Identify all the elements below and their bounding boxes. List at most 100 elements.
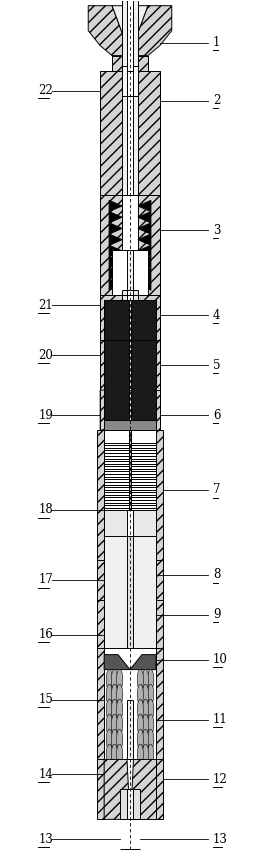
Text: 20: 20 xyxy=(38,349,53,362)
Circle shape xyxy=(106,684,112,705)
Polygon shape xyxy=(109,245,122,256)
Bar xyxy=(131,547,156,550)
Bar xyxy=(127,536,133,647)
Text: 16: 16 xyxy=(38,628,53,641)
Text: 1: 1 xyxy=(213,36,220,49)
Bar xyxy=(120,790,140,819)
Bar xyxy=(131,474,156,476)
Circle shape xyxy=(111,744,118,765)
Circle shape xyxy=(116,670,123,690)
Text: 14: 14 xyxy=(38,768,53,781)
Circle shape xyxy=(116,744,123,765)
Text: 17: 17 xyxy=(38,573,53,586)
Bar xyxy=(127,700,133,759)
Polygon shape xyxy=(156,647,163,759)
Polygon shape xyxy=(100,340,122,390)
Bar xyxy=(104,453,129,456)
Polygon shape xyxy=(109,223,122,234)
Bar xyxy=(104,495,129,497)
Polygon shape xyxy=(133,80,138,191)
Bar xyxy=(104,443,129,445)
Text: 9: 9 xyxy=(213,608,220,621)
Bar xyxy=(104,521,129,524)
Circle shape xyxy=(111,715,118,735)
Bar xyxy=(131,463,156,466)
Circle shape xyxy=(137,670,144,690)
Polygon shape xyxy=(130,759,156,819)
Text: 22: 22 xyxy=(38,84,53,97)
Bar xyxy=(131,448,156,450)
Polygon shape xyxy=(130,655,156,670)
Text: 13: 13 xyxy=(213,833,228,846)
Polygon shape xyxy=(100,390,129,430)
Bar xyxy=(131,516,156,519)
Text: 19: 19 xyxy=(38,408,53,421)
Bar xyxy=(112,250,148,295)
Bar xyxy=(131,537,156,539)
Polygon shape xyxy=(138,223,151,234)
Polygon shape xyxy=(112,55,125,71)
Text: 3: 3 xyxy=(213,224,220,236)
Circle shape xyxy=(142,729,149,750)
Text: 8: 8 xyxy=(213,568,220,582)
Bar xyxy=(131,300,156,430)
Circle shape xyxy=(106,729,112,750)
Bar xyxy=(104,448,129,450)
Polygon shape xyxy=(138,279,151,290)
Bar xyxy=(122,66,127,100)
Polygon shape xyxy=(122,80,127,191)
Bar xyxy=(104,547,129,550)
Bar xyxy=(122,335,127,355)
Circle shape xyxy=(137,744,144,765)
Polygon shape xyxy=(104,562,118,600)
Polygon shape xyxy=(138,195,160,295)
Polygon shape xyxy=(97,560,104,610)
Polygon shape xyxy=(135,6,172,55)
Bar xyxy=(104,479,129,482)
Circle shape xyxy=(116,729,123,750)
Bar xyxy=(112,55,148,71)
Bar xyxy=(104,458,129,461)
Bar xyxy=(104,537,129,539)
Circle shape xyxy=(142,715,149,735)
Text: 15: 15 xyxy=(38,693,53,706)
Bar xyxy=(131,506,156,507)
Bar xyxy=(127,250,133,295)
Circle shape xyxy=(111,670,118,690)
Polygon shape xyxy=(109,268,122,279)
Bar xyxy=(131,532,156,534)
Text: 7: 7 xyxy=(213,483,220,496)
Bar xyxy=(131,469,156,471)
Bar xyxy=(104,501,129,502)
Bar xyxy=(104,474,129,476)
Bar xyxy=(131,495,156,497)
Circle shape xyxy=(111,699,118,720)
Circle shape xyxy=(106,715,112,735)
Text: 10: 10 xyxy=(213,653,228,666)
Text: 13: 13 xyxy=(38,833,53,846)
Circle shape xyxy=(148,729,154,750)
Bar xyxy=(104,485,129,487)
Circle shape xyxy=(142,744,149,765)
Polygon shape xyxy=(109,200,122,211)
Polygon shape xyxy=(109,279,122,290)
Polygon shape xyxy=(156,600,163,647)
Circle shape xyxy=(116,684,123,705)
Bar xyxy=(122,96,138,195)
Bar xyxy=(104,300,129,430)
Bar xyxy=(131,501,156,502)
Polygon shape xyxy=(131,390,160,430)
Bar xyxy=(131,443,156,445)
Circle shape xyxy=(148,670,154,690)
Bar xyxy=(131,485,156,487)
Bar xyxy=(131,453,156,456)
Bar xyxy=(122,0,138,71)
Circle shape xyxy=(148,715,154,735)
Bar xyxy=(104,510,156,560)
Circle shape xyxy=(137,715,144,735)
Polygon shape xyxy=(138,268,151,279)
Bar xyxy=(131,521,156,524)
Text: 21: 21 xyxy=(38,299,53,312)
Circle shape xyxy=(137,729,144,750)
Circle shape xyxy=(142,699,149,720)
